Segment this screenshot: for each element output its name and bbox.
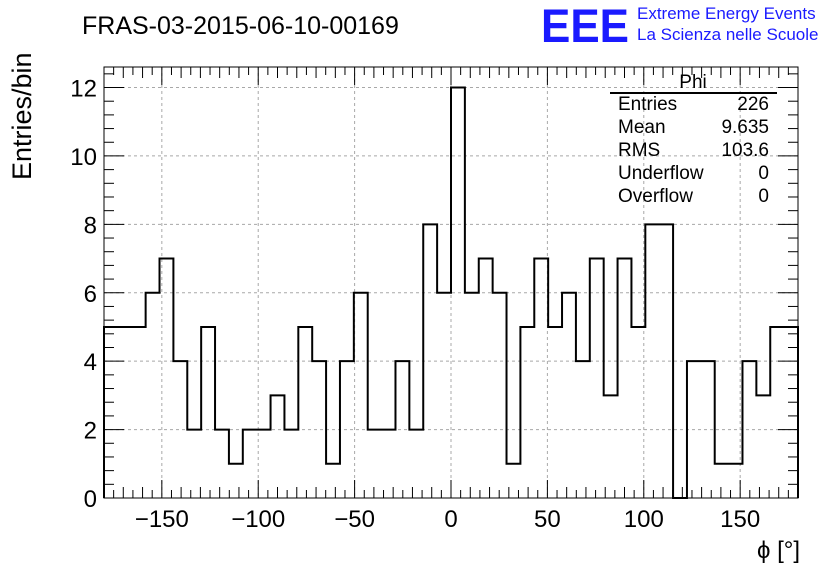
stats-value-mean: 9.635	[721, 117, 769, 138]
stats-label-underflow: Underflow	[618, 163, 704, 184]
stats-value-overflow: 0	[758, 186, 769, 207]
logo-line-1: Extreme Energy Events	[637, 4, 816, 23]
x-tick-label-4: 50	[534, 506, 561, 533]
y-tick-label-3: 6	[84, 281, 97, 308]
histogram-outline	[103, 86, 799, 499]
x-tick-label-1: −100	[231, 506, 285, 533]
stats-value-underflow: 0	[758, 163, 769, 184]
logo: EEE Extreme Energy Events La Scienza nel…	[541, 0, 818, 52]
y-tick-label-6: 12	[70, 76, 97, 103]
chart-title: FRAS-03-2015-06-10-00169	[82, 12, 399, 40]
stats-title: Phi	[679, 72, 706, 93]
y-tick-label-1: 2	[84, 418, 97, 445]
stats-rows: Entries 226 Mean 9.635 RMS 103.6 Underflow 0 Ove…	[618, 94, 769, 207]
x-tick-label-3: 0	[444, 506, 457, 533]
stats-value-entries: 226	[737, 94, 769, 115]
axis-ticks	[104, 67, 798, 499]
y-tick-labels: 0 2 4 6 8 10 12	[70, 76, 97, 513]
x-tick-label-2: −50	[334, 506, 375, 533]
y-tick-label-4: 8	[84, 212, 97, 239]
stats-label-mean: Mean	[618, 117, 666, 138]
y-axis-label: Entries/bin	[7, 52, 37, 180]
logo-eee: EEE	[541, 0, 629, 52]
logo-line-2: La Scienza nelle Scuole	[637, 25, 818, 44]
x-tick-label-0: −150	[135, 506, 189, 533]
y-tick-label-2: 4	[84, 349, 97, 376]
y-tick-label-0: 0	[84, 486, 97, 513]
stats-value-rms: 103.6	[721, 140, 769, 161]
x-tick-label-6: 150	[720, 506, 760, 533]
x-tick-label-5: 100	[624, 506, 664, 533]
stats-label-overflow: Overflow	[618, 186, 693, 207]
y-tick-label-5: 10	[70, 144, 97, 171]
stats-box: Phi Entries 226 Mean 9.635 RMS 103.6 Underflow…	[610, 72, 777, 207]
stats-label-entries: Entries	[618, 94, 677, 115]
x-axis-label: ϕ [°]	[757, 537, 800, 564]
x-tick-labels: −150 −100 −50 0 50 100 150	[135, 506, 760, 533]
stats-label-rms: RMS	[618, 140, 660, 161]
